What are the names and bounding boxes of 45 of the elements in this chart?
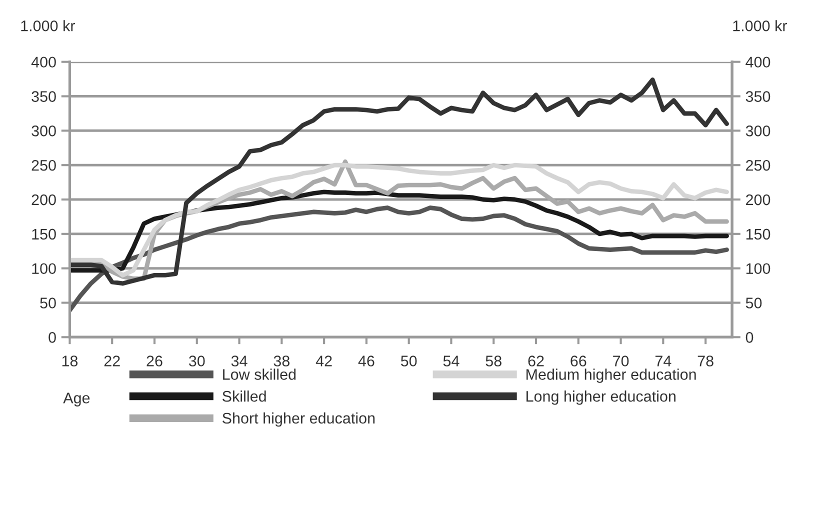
y2-tick-label: 350 xyxy=(746,91,770,102)
legend-label: Skilled xyxy=(222,390,266,402)
x-tick-label: 66 xyxy=(570,356,586,366)
y2-axis-title: 1.000 kr xyxy=(733,20,788,32)
x-tick-label: 70 xyxy=(613,356,629,366)
y-tick-label: 350 xyxy=(32,91,56,102)
x-tick-label: 26 xyxy=(146,356,162,366)
y2-tick-label: 200 xyxy=(746,194,770,206)
y2-tick-label: 0 xyxy=(746,332,754,343)
y-tick-label: 200 xyxy=(32,194,56,206)
x-tick-label: 22 xyxy=(104,356,120,366)
x-tick-label: 34 xyxy=(231,356,248,366)
x-tick-label: 62 xyxy=(528,356,544,366)
y2-tick-label: 100 xyxy=(746,263,770,274)
y-tick-label: 0 xyxy=(48,332,56,343)
y-axis-title: 1.000 kr xyxy=(21,20,75,32)
y-tick-label: 250 xyxy=(32,160,56,171)
x-axis-title: Age xyxy=(63,392,90,406)
y2-tick-label: 150 xyxy=(746,228,770,240)
x-tick-label: 42 xyxy=(316,356,332,366)
x-tick-label: 30 xyxy=(188,356,205,366)
legend-label: Long higher education xyxy=(526,390,676,405)
legend-label: Medium higher education xyxy=(526,368,696,383)
y-tick-label: 150 xyxy=(32,228,56,240)
y-tick-label: 300 xyxy=(32,126,56,136)
x-tick-label: 78 xyxy=(698,356,714,366)
legend-label: Short higher education xyxy=(222,412,375,427)
y2-tick-label: 50 xyxy=(746,298,762,308)
x-tick-label: 18 xyxy=(62,356,78,366)
x-tick-label: 46 xyxy=(358,356,374,366)
y2-tick-label: 300 xyxy=(746,126,770,136)
x-tick-label: 38 xyxy=(274,356,290,366)
legend-label: Low skilled xyxy=(223,368,296,380)
x-tick-label: 54 xyxy=(443,356,460,366)
y-tick-label: 100 xyxy=(32,263,56,274)
line-series xyxy=(70,78,729,286)
x-tick-label: 58 xyxy=(486,356,502,366)
y-tick-label: 50 xyxy=(40,298,56,308)
x-tick-label: 50 xyxy=(400,356,417,366)
y2-tick-label: 250 xyxy=(746,160,770,171)
line-series xyxy=(70,206,729,313)
y2-tick-label: 400 xyxy=(746,56,770,68)
y-tick-label: 400 xyxy=(31,56,56,68)
x-tick-label: 74 xyxy=(655,356,672,366)
line-series xyxy=(70,190,729,273)
